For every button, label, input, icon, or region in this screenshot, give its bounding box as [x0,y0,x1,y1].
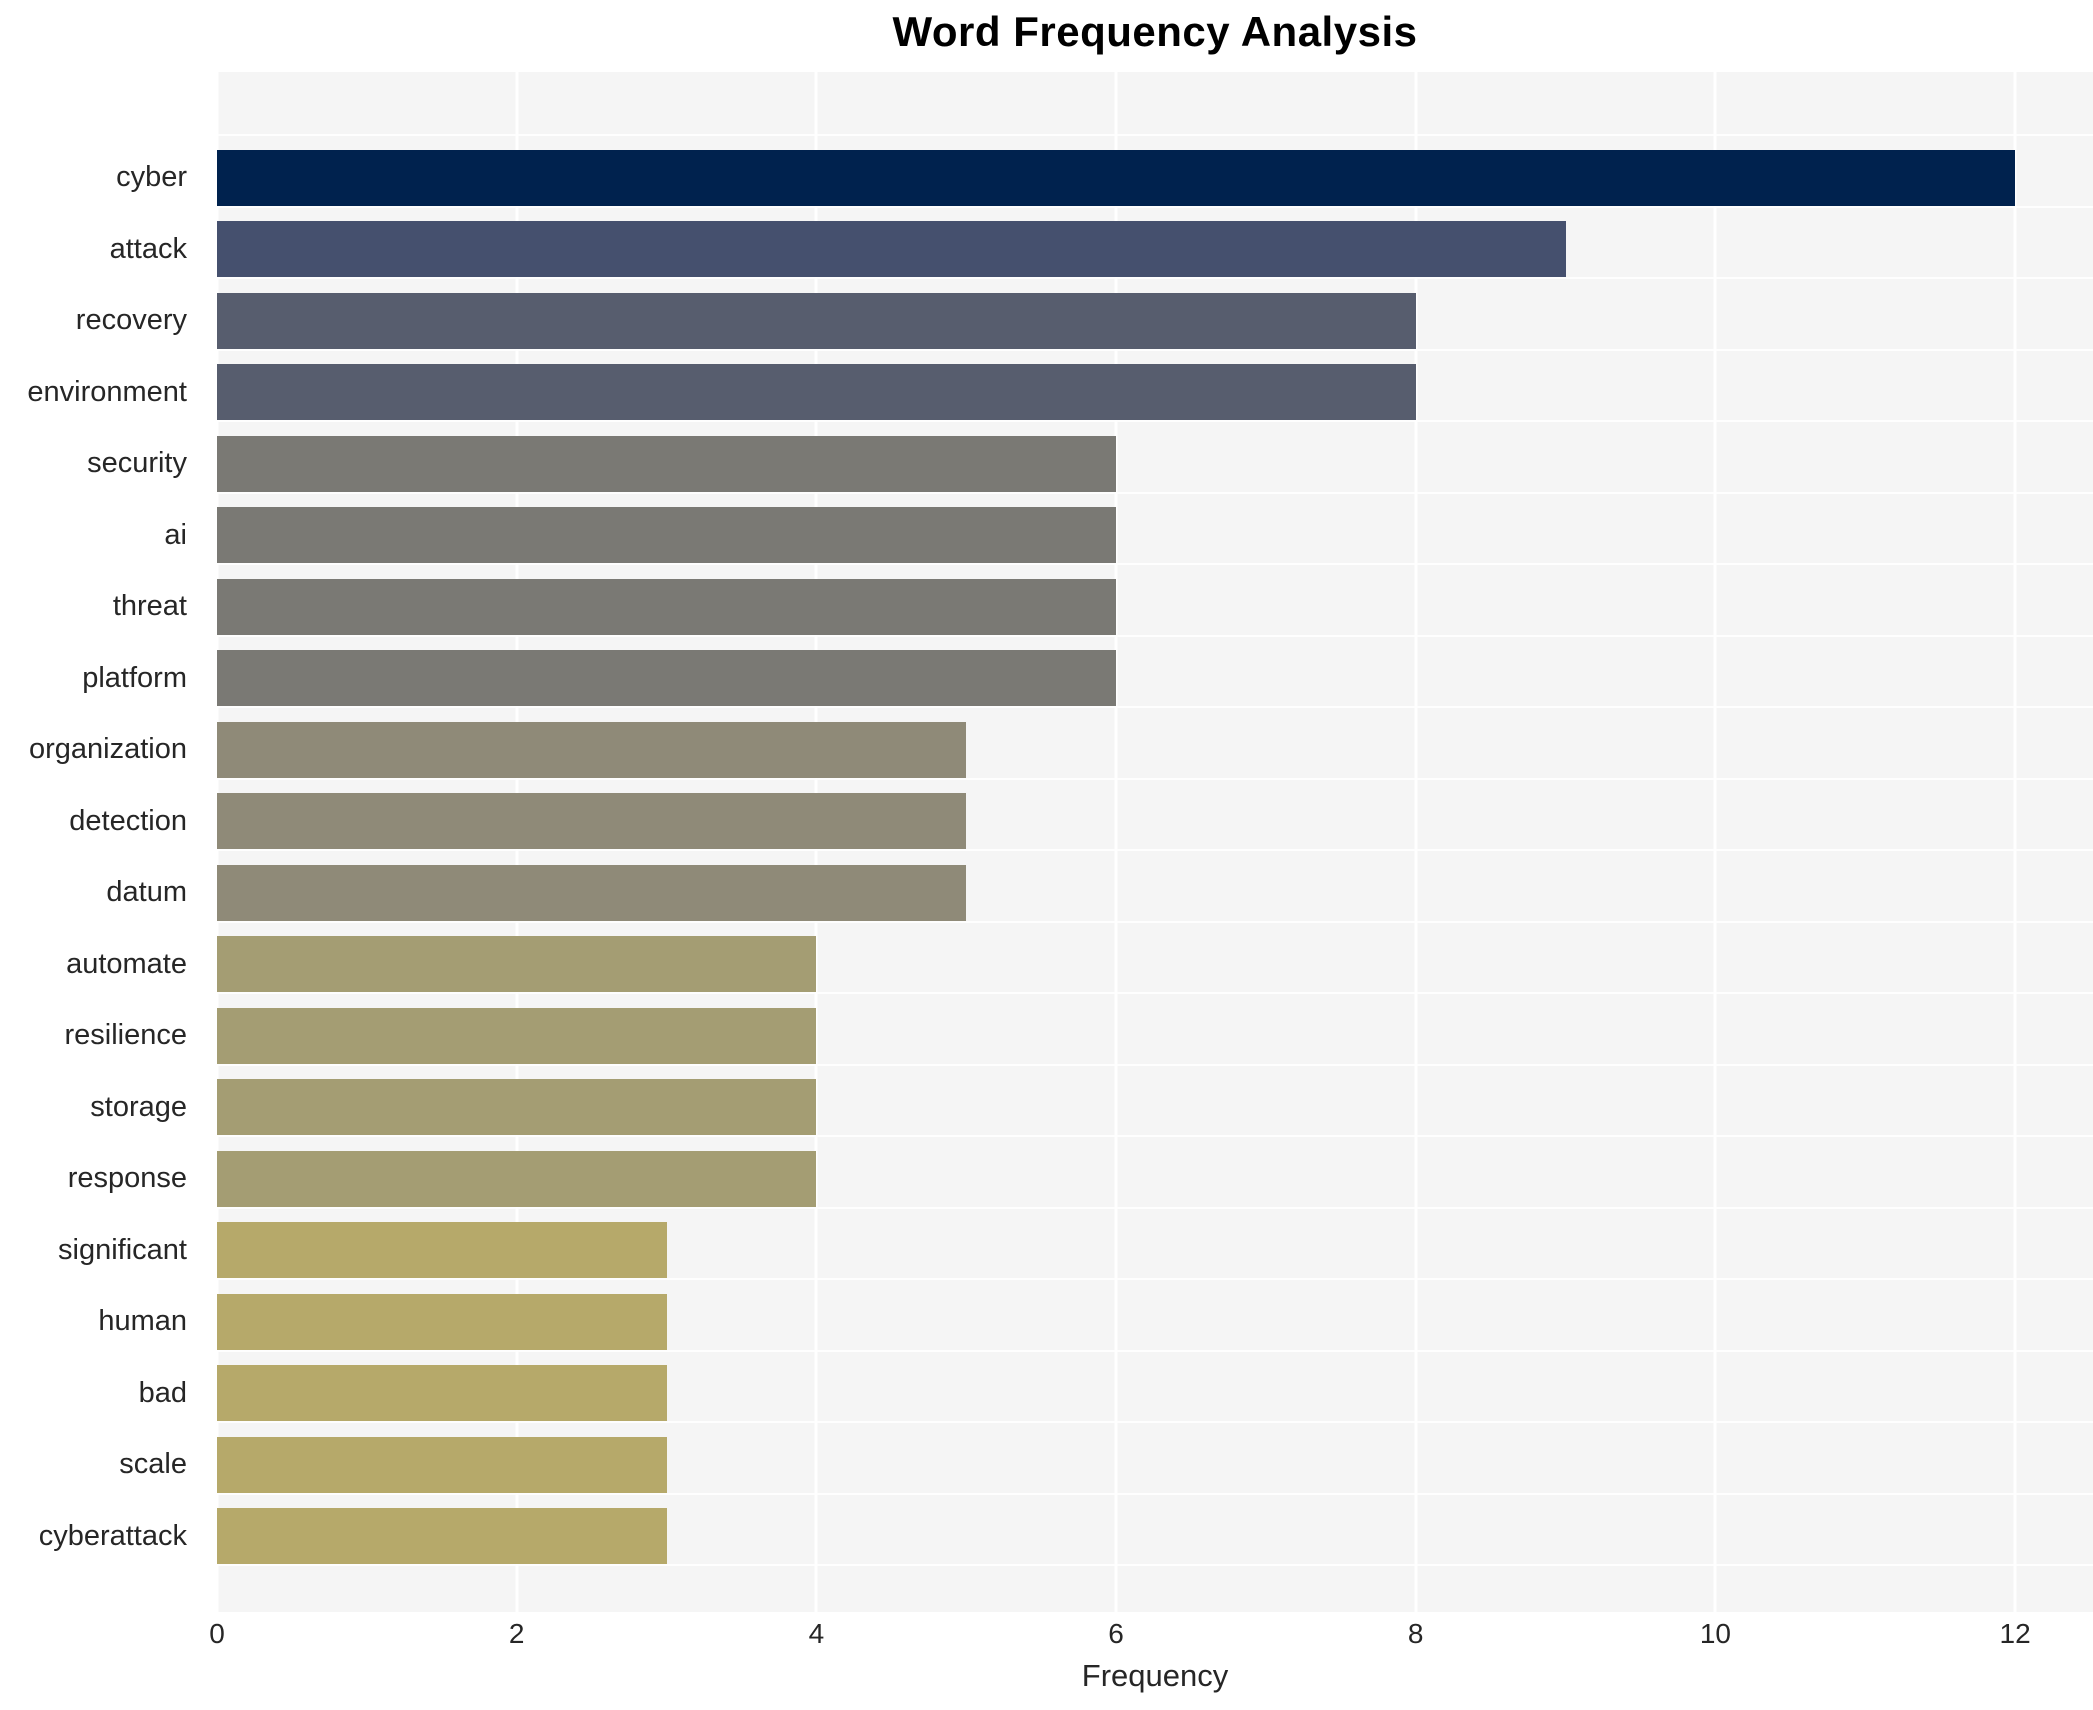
x-tick-label-12: 12 [1999,1618,2031,1649]
gridline-x-12 [2013,72,2017,1612]
bar-scale [217,1436,667,1493]
category-label-bad: bad [138,1376,187,1409]
gridline-row-boundary [217,777,2093,780]
x-tick-label-8: 8 [1407,1618,1424,1649]
bar-rows [217,72,2093,1612]
x-tick-label-4: 4 [808,1618,825,1649]
category-label-storage: storage [90,1090,187,1123]
bar-automate [217,936,817,993]
bar-recovery [217,292,1416,349]
bar-row-datum [217,857,2093,929]
x-tick-label-10: 10 [1699,1618,1731,1649]
bar-ai [217,507,1117,564]
x-tick-label-6: 6 [1108,1618,1124,1649]
bar-row-human [217,1286,2093,1358]
gridline-row-boundary [217,134,2093,136]
category-label-significant: significant [58,1233,187,1266]
gridline-row-boundary [217,706,2093,708]
bar-detection [217,793,967,850]
gridline-row-boundary [217,1564,2093,1566]
bar-cyber [217,149,2016,206]
category-label-organization: organization [29,733,187,765]
x-tick-label-0: 0 [209,1618,225,1649]
category-label-cyber: cyber [116,161,187,193]
gridline-row-boundary [217,920,2093,923]
category-label-ai: ai [164,518,187,551]
bar-storage [217,1079,817,1136]
gridline-row-boundary [217,348,2093,351]
category-label-security: security [87,447,187,479]
gridline-row-boundary [217,1278,2093,1280]
bar-row-ai [217,500,2093,572]
bar-row-significant [217,1215,2093,1287]
gridline-row-boundary [217,634,2093,637]
bar-row-threat [217,571,2093,643]
bar-row-organization [217,714,2093,786]
category-label-recovery: recovery [75,304,187,336]
x-axis-ticks: 0 2 4 6 8 10 12 [209,1618,2093,1656]
gridline-row-boundary [217,1492,2093,1495]
category-label-response: response [67,1162,187,1194]
gridline-x-10 [1713,72,1717,1612]
category-label-cyberattack: cyberattack [38,1519,187,1552]
bar-significant [217,1222,667,1279]
gridline-row-boundary [217,1206,2093,1209]
bar-row-storage [217,1072,2093,1144]
category-label-scale: scale [119,1448,187,1480]
category-label-automate: automate [66,947,187,980]
bar-row-response [217,1143,2093,1215]
category-label-platform: platform [82,661,187,694]
category-label-resilience: resilience [64,1019,188,1051]
bar-row-platform [217,643,2093,715]
plot-area [215,72,2093,1612]
gridline-row-boundary [217,992,2093,994]
chart-title: Word Frequency Analysis [892,8,1418,55]
bar-row-bad [217,1358,2093,1430]
gridline-row-boundary [217,1349,2093,1352]
bar-row-cyberattack [217,1501,2093,1573]
gridline-row-boundary [217,1135,2093,1137]
bar-platform [217,650,1117,707]
category-label-attack: attack [109,232,187,265]
category-label-threat: threat [112,590,187,622]
category-label-human: human [98,1305,187,1337]
bar-bad [217,1365,667,1422]
bar-row-detection [217,786,2093,858]
gridline-row-boundary [217,491,2093,494]
bar-row-automate [217,929,2093,1001]
gridline-row-boundary [217,1063,2093,1066]
category-label-detection: detection [69,804,187,837]
gridline-row-boundary [217,277,2093,279]
bar-cyberattack [217,1508,667,1565]
bar-response [217,1150,817,1207]
category-label-datum: datum [106,876,187,908]
gridline-x-8 [1414,72,1418,1612]
gridline-row-boundary [217,420,2093,422]
y-axis-labels: cyber attack recovery environment security ai… [0,72,201,1612]
bar-row-cyber [217,142,2093,214]
bar-environment [217,364,1416,421]
gridline-row-boundary [217,1421,2093,1423]
bar-row-environment [217,357,2093,429]
bar-row-security [217,428,2093,500]
bar-security [217,435,1117,492]
gridline-row-boundary [217,205,2093,208]
bar-organization [217,721,967,778]
x-tick-label-2: 2 [508,1618,525,1649]
gridline-x-6 [1114,72,1118,1612]
bar-threat [217,578,1117,635]
bar-row-attack [217,214,2093,286]
bar-row-resilience [217,1000,2093,1072]
bar-attack [217,221,1566,278]
category-label-environment: environment [27,375,187,408]
gridline-row-boundary [217,849,2093,851]
bar-row-recovery [217,285,2093,357]
x-axis-label: Frequency [1081,1658,1229,1693]
bar-row-scale [217,1429,2093,1501]
bar-resilience [217,1007,817,1064]
bar-human [217,1293,667,1350]
gridline-row-boundary [217,563,2093,565]
bar-datum [217,864,967,921]
